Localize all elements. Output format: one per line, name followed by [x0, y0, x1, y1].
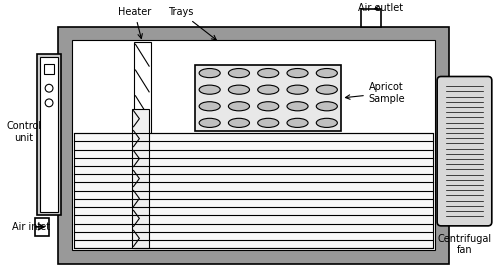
- Ellipse shape: [258, 102, 279, 111]
- Ellipse shape: [258, 69, 279, 78]
- Bar: [74, 133, 433, 248]
- Ellipse shape: [199, 69, 220, 78]
- Text: Air outlet: Air outlet: [358, 3, 403, 13]
- FancyBboxPatch shape: [437, 76, 492, 226]
- Ellipse shape: [316, 85, 338, 94]
- Bar: [37, 54, 62, 215]
- Text: Air inlet: Air inlet: [12, 222, 51, 232]
- Text: Trays: Trays: [168, 7, 216, 40]
- Bar: [361, 9, 380, 27]
- Ellipse shape: [199, 102, 220, 111]
- Ellipse shape: [316, 102, 338, 111]
- Ellipse shape: [258, 118, 279, 128]
- Bar: [195, 65, 342, 131]
- Ellipse shape: [199, 118, 220, 128]
- Text: Apricot
Sample: Apricot Sample: [346, 82, 406, 104]
- Text: Heater: Heater: [118, 7, 151, 39]
- Ellipse shape: [199, 85, 220, 94]
- Bar: [58, 27, 449, 264]
- Text: Centrifugal
fan: Centrifugal fan: [438, 234, 492, 255]
- Bar: [132, 109, 149, 248]
- Circle shape: [45, 99, 53, 107]
- Bar: [72, 40, 435, 250]
- Bar: [44, 64, 54, 74]
- Ellipse shape: [228, 69, 250, 78]
- Ellipse shape: [287, 102, 308, 111]
- Bar: [441, 123, 451, 144]
- Ellipse shape: [228, 118, 250, 128]
- Bar: [134, 42, 151, 248]
- Ellipse shape: [316, 69, 338, 78]
- Ellipse shape: [287, 85, 308, 94]
- Ellipse shape: [287, 118, 308, 128]
- Bar: [35, 218, 48, 236]
- Ellipse shape: [316, 118, 338, 128]
- Ellipse shape: [228, 102, 250, 111]
- Circle shape: [45, 84, 53, 92]
- Ellipse shape: [258, 85, 279, 94]
- Ellipse shape: [287, 69, 308, 78]
- Text: Control
unit: Control unit: [6, 121, 42, 143]
- Bar: [40, 57, 58, 212]
- Ellipse shape: [228, 85, 250, 94]
